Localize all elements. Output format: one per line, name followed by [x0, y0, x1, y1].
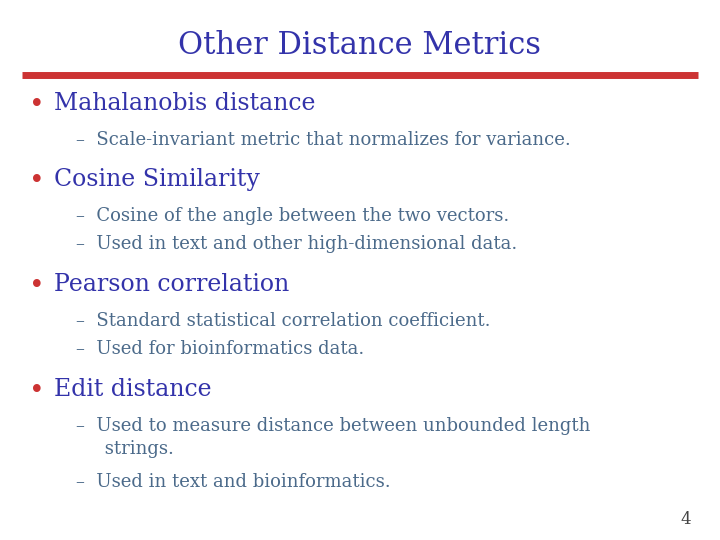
Text: Cosine Similarity: Cosine Similarity [54, 168, 260, 192]
Text: Pearson correlation: Pearson correlation [54, 273, 289, 296]
Text: Mahalanobis distance: Mahalanobis distance [54, 92, 315, 115]
Text: •: • [29, 168, 45, 193]
Text: •: • [29, 273, 45, 298]
Text: –  Used in text and bioinformatics.: – Used in text and bioinformatics. [76, 473, 390, 491]
Text: 4: 4 [680, 511, 691, 528]
Text: Edit distance: Edit distance [54, 378, 212, 401]
Text: –  Standard statistical correlation coefficient.: – Standard statistical correlation coeff… [76, 312, 490, 330]
Text: –  Cosine of the angle between the two vectors.: – Cosine of the angle between the two ve… [76, 207, 509, 225]
Text: –  Used to measure distance between unbounded length
     strings.: – Used to measure distance between unbou… [76, 417, 590, 458]
Text: –  Used in text and other high-dimensional data.: – Used in text and other high-dimensiona… [76, 235, 517, 253]
Text: •: • [29, 378, 45, 403]
Text: •: • [29, 92, 45, 117]
Text: –  Scale-invariant metric that normalizes for variance.: – Scale-invariant metric that normalizes… [76, 131, 570, 149]
Text: Other Distance Metrics: Other Distance Metrics [179, 30, 541, 60]
Text: –  Used for bioinformatics data.: – Used for bioinformatics data. [76, 340, 364, 358]
